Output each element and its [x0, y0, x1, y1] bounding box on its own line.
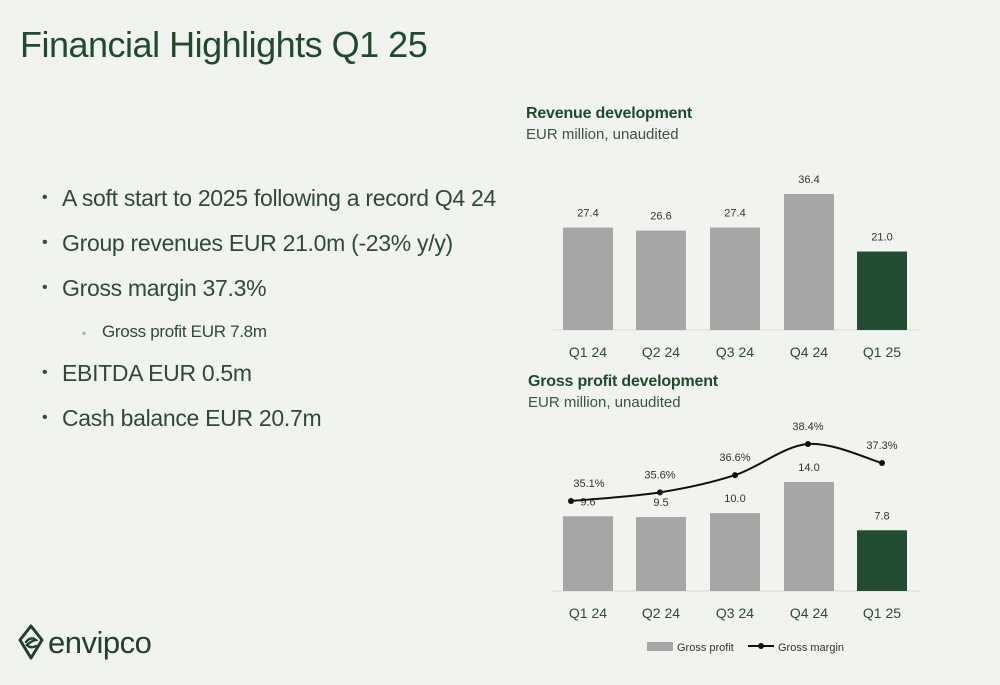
gross-profit-bar [784, 482, 834, 591]
gross-profit-category-label: Q1 24 [569, 605, 607, 621]
gross-margin-point [805, 441, 811, 447]
revenue-category-label: Q1 25 [863, 344, 901, 360]
revenue-bar [710, 227, 760, 330]
gross-margin-label: 37.3% [866, 440, 897, 452]
gross-margin-point [568, 498, 574, 504]
gross-profit-value-label: 9.6 [580, 496, 595, 508]
gross-profit-bar [563, 516, 613, 591]
gross-profit-category-label: Q4 24 [790, 605, 828, 621]
gross-profit-bar [636, 517, 686, 591]
revenue-chart-title: Revenue development [526, 105, 693, 122]
company-logo: envipco [18, 624, 152, 662]
gross-profit-category-label: Q3 24 [716, 605, 754, 621]
gross-margin-point [732, 472, 738, 479]
legend-gross-margin-label: Gross margin [778, 642, 844, 654]
bullet-item: A soft start to 2025 following a record … [40, 178, 510, 223]
sub-bullet-item: Gross profit EUR 7.8m [40, 313, 510, 353]
bullet-item: Group revenues EUR 21.0m (-23% y/y) [40, 223, 510, 268]
bullet-item: Gross margin 37.3% [40, 268, 510, 313]
revenue-bar [784, 194, 834, 330]
envipco-leaf-icon [18, 624, 44, 660]
gross-profit-value-label: 7.8 [874, 510, 889, 522]
revenue-category-label: Q3 24 [716, 344, 754, 360]
gross-profit-value-label: 9.5 [653, 497, 668, 509]
revenue-bar [563, 227, 613, 330]
revenue-chart-subtitle: EUR million, unaudited [526, 126, 679, 143]
gross-profit-category-label: Q2 24 [642, 605, 680, 621]
revenue-value-label: 21.0 [871, 232, 892, 244]
highlights-list: A soft start to 2025 following a record … [40, 178, 510, 443]
gross-margin-point [879, 460, 885, 466]
logo-wordmark: envipco [48, 625, 152, 660]
gross-profit-bar [710, 513, 760, 591]
gross-profit-value-label: 14.0 [798, 462, 819, 474]
gross-profit-category-label: Q1 25 [863, 605, 901, 621]
revenue-value-label: 27.4 [724, 208, 745, 220]
gross-profit-chart-title: Gross profit development [528, 373, 718, 390]
gross-margin-label: 35.1% [573, 478, 604, 490]
gross-margin-label: 38.4% [792, 421, 823, 433]
legend-gross-margin-marker [758, 643, 764, 649]
legend-gross-profit-label: Gross profit [677, 642, 734, 654]
bullet-item: Cash balance EUR 20.7m [40, 398, 510, 443]
page-title: Financial Highlights Q1 25 [20, 24, 428, 65]
gross-margin-point [657, 489, 663, 496]
legend-gross-profit-swatch [647, 642, 673, 651]
gross-profit-value-label: 10.0 [724, 493, 745, 505]
gross-profit-chart-subtitle: EUR million, unaudited [528, 394, 681, 411]
gross-margin-label: 36.6% [719, 452, 750, 464]
revenue-value-label: 27.4 [577, 208, 598, 220]
gross-profit-bar [857, 530, 907, 591]
revenue-bar [857, 251, 907, 330]
revenue-bar [636, 230, 686, 330]
revenue-category-label: Q4 24 [790, 344, 828, 360]
bullet-item: EBITDA EUR 0.5m [40, 353, 510, 398]
revenue-value-label: 26.6 [650, 211, 671, 223]
revenue-value-label: 36.4 [798, 174, 819, 186]
revenue-category-label: Q2 24 [642, 344, 680, 360]
revenue-category-label: Q1 24 [569, 344, 607, 360]
gross-margin-label: 35.6% [644, 469, 675, 481]
